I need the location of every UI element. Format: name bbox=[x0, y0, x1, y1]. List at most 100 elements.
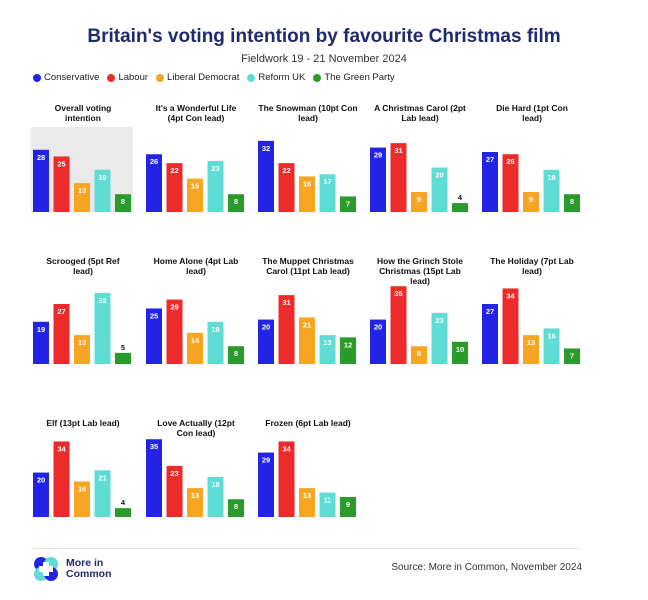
bar-reform-uk bbox=[319, 174, 336, 212]
chart-title: Britain's voting intention by favourite … bbox=[87, 26, 561, 47]
legend-dot-conservative bbox=[33, 73, 41, 82]
panel-title-line: Lab lead) bbox=[401, 113, 438, 123]
panel-title-line: lead) bbox=[522, 113, 542, 123]
bar-liberal-democrat bbox=[299, 317, 315, 364]
bar-value-label: 20 bbox=[37, 476, 45, 485]
bar-value-label: 16 bbox=[547, 331, 555, 340]
bar-the-green-party bbox=[228, 346, 244, 364]
bar-liberal-democrat bbox=[74, 335, 90, 364]
brand-mark-icon bbox=[34, 557, 58, 581]
panel-title-line: Scrooged (5pt Ref bbox=[46, 256, 119, 266]
bar-conservative bbox=[33, 472, 49, 517]
panel-title-line: intention bbox=[65, 113, 101, 123]
bar-labour bbox=[166, 299, 183, 364]
bar-conservative bbox=[370, 147, 386, 212]
bar-the-green-party bbox=[340, 337, 356, 364]
bar-value-label: 12 bbox=[344, 340, 352, 349]
bar-value-label: 35 bbox=[394, 289, 402, 298]
bar-value-label: 20 bbox=[374, 323, 382, 332]
bar-reform-uk bbox=[543, 169, 560, 212]
bar-value-label: 18 bbox=[211, 480, 219, 489]
bar-value-label: 25 bbox=[150, 311, 158, 320]
chart-subtitle: Fieldwork 19 - 21 November 2024 bbox=[241, 53, 407, 65]
legend-dot-green bbox=[313, 73, 322, 82]
bar-reform-uk bbox=[431, 312, 448, 364]
bar-conservative bbox=[370, 319, 386, 364]
bar-liberal-democrat bbox=[523, 192, 539, 212]
panel-title-line: Frozen (6pt Lab lead) bbox=[265, 418, 351, 428]
bar-value-label: 32 bbox=[262, 144, 270, 153]
bar-value-label: 23 bbox=[211, 164, 219, 173]
panel-title-line: The Holiday (7pt Lab bbox=[490, 256, 574, 266]
panel-title-line: (4pt Con lead) bbox=[168, 113, 225, 123]
bar-value-label: 9 bbox=[346, 500, 350, 509]
bar-conservative bbox=[482, 304, 498, 364]
bar-conservative bbox=[258, 319, 274, 364]
bar-the-green-party bbox=[115, 352, 131, 364]
bar-liberal-democrat bbox=[411, 192, 427, 212]
panel-title-line: Con lead) bbox=[177, 428, 216, 438]
bar-value-label: 8 bbox=[234, 349, 238, 358]
bar-the-green-party bbox=[228, 194, 244, 212]
bar-reform-uk bbox=[94, 169, 111, 212]
bar-value-label: 26 bbox=[506, 157, 514, 166]
bar-value-label: 8 bbox=[570, 197, 574, 206]
bar-the-green-party bbox=[115, 508, 131, 517]
bar-labour bbox=[53, 304, 70, 364]
bar-liberal-democrat bbox=[74, 183, 90, 212]
bar-liberal-democrat bbox=[187, 178, 203, 212]
bar-value-label: 4 bbox=[121, 498, 126, 507]
bar-conservative bbox=[258, 452, 274, 517]
bar-value-label: 22 bbox=[282, 166, 290, 175]
legend-item-green: The Green Party bbox=[313, 72, 395, 83]
bar-the-green-party bbox=[452, 203, 468, 212]
panel-title-line: Home Alone (4pt Lab bbox=[154, 256, 239, 266]
bar-labour bbox=[166, 465, 183, 517]
brand-name-line1: More in bbox=[66, 557, 104, 569]
legend-label-green: The Green Party bbox=[324, 72, 395, 83]
brand-name-line2: Common bbox=[66, 568, 112, 580]
bar-liberal-democrat bbox=[411, 346, 427, 364]
legend-label-conservative: Conservative bbox=[44, 72, 100, 83]
bar-conservative bbox=[146, 154, 162, 212]
bar-value-label: 27 bbox=[57, 307, 65, 316]
bar-value-label: 7 bbox=[346, 199, 350, 208]
bar-value-label: 21 bbox=[303, 320, 311, 329]
bar-labour bbox=[53, 441, 70, 517]
bar-labour bbox=[278, 163, 295, 212]
panel-title-line: A Christmas Carol (2pt bbox=[374, 103, 466, 113]
legend-dot-reform bbox=[247, 73, 256, 82]
bar-value-label: 29 bbox=[170, 303, 178, 312]
bar-labour bbox=[53, 156, 70, 212]
bar-value-label: 16 bbox=[78, 484, 86, 493]
bar-value-label: 34 bbox=[506, 291, 515, 300]
bar-reform-uk bbox=[543, 328, 560, 364]
bar-reform-uk bbox=[319, 492, 336, 517]
bar-value-label: 7 bbox=[570, 351, 574, 360]
bar-the-green-party bbox=[564, 348, 580, 364]
bar-labour bbox=[166, 163, 183, 212]
bar-labour bbox=[502, 288, 519, 364]
legend-item-libdem: Liberal Democrat bbox=[156, 72, 239, 83]
bar-value-label: 22 bbox=[170, 166, 178, 175]
bar-value-label: 29 bbox=[262, 456, 270, 465]
bar-reform-uk bbox=[431, 167, 448, 212]
bar-conservative bbox=[146, 308, 162, 364]
bar-value-label: 21 bbox=[98, 473, 106, 482]
bar-value-label: 28 bbox=[37, 153, 45, 162]
legend-item-conservative: Conservative bbox=[33, 72, 99, 83]
panel-12: Frozen (6pt Lab lead) 29 34 13 11 9 bbox=[258, 418, 356, 517]
bar-reform-uk bbox=[94, 470, 111, 517]
bar-value-label: 31 bbox=[282, 298, 290, 307]
bar-value-label: 13 bbox=[527, 338, 535, 347]
bar-value-label: 27 bbox=[486, 155, 494, 164]
bar-value-label: 8 bbox=[234, 502, 238, 511]
footer-divider bbox=[33, 548, 581, 549]
bar-liberal-democrat bbox=[299, 488, 315, 517]
bar-value-label: 11 bbox=[324, 496, 332, 505]
bar-value-label: 34 bbox=[57, 444, 66, 453]
